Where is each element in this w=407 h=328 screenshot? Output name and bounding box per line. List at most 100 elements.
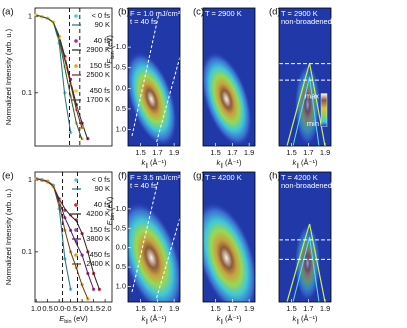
fit-line xyxy=(36,178,95,290)
x-axis-label: Ebin (eV) xyxy=(59,314,88,325)
y-axis-label: Normalized Intensity (arb. u.) xyxy=(4,28,13,125)
plot-frame xyxy=(34,7,113,147)
band-line xyxy=(292,76,320,146)
fit-line xyxy=(36,14,83,129)
map-image xyxy=(128,8,180,146)
x-tick-label: -1.5 xyxy=(87,304,100,313)
panel-note: F = 3.5 mJ/cm² xyxy=(130,173,181,182)
legend-label: 2400 K xyxy=(86,259,110,268)
label-sub: bin xyxy=(110,213,116,220)
legend-dot xyxy=(74,89,78,93)
legend-label: 90 K xyxy=(95,20,110,29)
legend-label: 150 fs xyxy=(90,61,111,70)
band-line xyxy=(286,223,326,302)
data-point xyxy=(34,13,38,17)
panel-note: T = 4200 K xyxy=(281,173,318,182)
legend-label: 2900 K xyxy=(86,45,110,54)
label-main: E xyxy=(105,219,114,225)
colorbar-min: min xyxy=(307,119,319,128)
x-tick-label: 1.9 xyxy=(244,304,254,313)
map-image xyxy=(203,8,255,146)
legend-label: 2500 K xyxy=(86,70,110,79)
band-line xyxy=(292,236,320,302)
label-sub: ∥ xyxy=(145,318,148,325)
y-tick-label: -0.5 xyxy=(113,223,126,232)
panel-letter: (a) xyxy=(2,7,14,18)
panel-note: t = 40 fs xyxy=(130,17,157,26)
x-tick-label: -2.0 xyxy=(99,304,112,313)
y-tick-label: 0.0 xyxy=(116,243,126,252)
band-glow xyxy=(294,63,321,146)
plot-frame xyxy=(34,171,113,303)
x-tick-label: -0.5 xyxy=(64,304,77,313)
y-tick-label: -1.0 xyxy=(113,204,126,213)
label-main: k xyxy=(216,158,221,167)
x-tick-label: 1.5 xyxy=(210,304,220,313)
y-tick-label: 1 xyxy=(28,12,32,21)
label-unit: (Å⁻¹) xyxy=(223,158,242,167)
legend-label: 450 fs xyxy=(90,250,111,259)
plot-frame xyxy=(202,171,256,303)
x-tick-label: 1.7 xyxy=(227,148,237,157)
panel-letter: (h) xyxy=(269,171,281,182)
label-unit: (eV) xyxy=(105,35,114,52)
x-tick-label: 1.9 xyxy=(320,148,330,157)
label-unit: (Å⁻¹) xyxy=(223,314,242,323)
legend-label: 150 fs xyxy=(90,225,111,234)
x-tick-label: -1.0 xyxy=(76,304,89,313)
x-tick-label: 1.7 xyxy=(303,304,313,313)
label-unit: (Å⁻¹) xyxy=(299,158,318,167)
legend-dot xyxy=(74,64,78,68)
x-tick-label: 1.7 xyxy=(152,304,162,313)
fit-line xyxy=(36,14,72,133)
legend-label: < 0 fs xyxy=(91,175,110,184)
legend-dot xyxy=(74,228,78,232)
legend-label: 1700 K xyxy=(86,95,110,104)
colorbar-max: max xyxy=(305,91,319,100)
legend-label: 40 fs xyxy=(94,200,111,209)
label-main: k xyxy=(141,314,146,323)
x-tick-label: 1.5 xyxy=(286,304,296,313)
label-sub: ∥ xyxy=(145,162,148,169)
x-axis-label: k∥ (Å⁻¹) xyxy=(141,158,167,169)
x-tick-label: 1.9 xyxy=(320,304,330,313)
legend-label: < 0 fs xyxy=(91,11,110,20)
label-sub: ∥ xyxy=(296,162,299,169)
panel-letter: (e) xyxy=(2,171,14,182)
panel-letter: (b) xyxy=(118,7,130,18)
panel-letter: (c) xyxy=(193,7,204,18)
band-glow xyxy=(128,201,180,302)
label-main: E xyxy=(59,314,65,323)
y-tick-label: 1 xyxy=(28,175,32,184)
panel-note: non-broadened xyxy=(281,17,332,26)
legend-label: 90 K xyxy=(95,184,110,193)
guide-dash xyxy=(131,11,160,137)
panel-note: T = 2900 K xyxy=(205,9,242,18)
label-sub: ∥ xyxy=(296,318,299,325)
x-tick-label: 0.0 xyxy=(54,304,64,313)
plot-frame xyxy=(278,171,332,303)
x-tick-label: 1.5 xyxy=(135,304,145,313)
plot-frame xyxy=(127,171,181,303)
y-tick-label: 0.5 xyxy=(116,104,126,113)
legend-dot xyxy=(74,14,78,18)
fit-line xyxy=(36,178,89,300)
label-unit: (eV) xyxy=(72,314,89,323)
y-axis-label: Normalized Intensity (arb. u.) xyxy=(4,188,13,285)
guide-dash xyxy=(156,216,180,299)
x-tick-label: 1.5 xyxy=(286,148,296,157)
y-axis-label: Ebin (eV) xyxy=(105,196,116,225)
label-sub: ∥ xyxy=(220,162,223,169)
x-tick-label: 1.9 xyxy=(169,304,179,313)
label-sub: bin xyxy=(110,51,116,58)
x-tick-label: 1.7 xyxy=(303,148,313,157)
y-axis-label: Ebin (eV) xyxy=(105,35,116,64)
panel-note: non-broadened xyxy=(281,181,332,190)
band-glow xyxy=(128,51,178,146)
panel-letter: (f) xyxy=(118,171,127,182)
legend-dot xyxy=(74,178,78,182)
x-tick-label: 1.9 xyxy=(244,148,254,157)
map-image xyxy=(203,172,255,302)
panel-letter: (d) xyxy=(269,7,281,18)
